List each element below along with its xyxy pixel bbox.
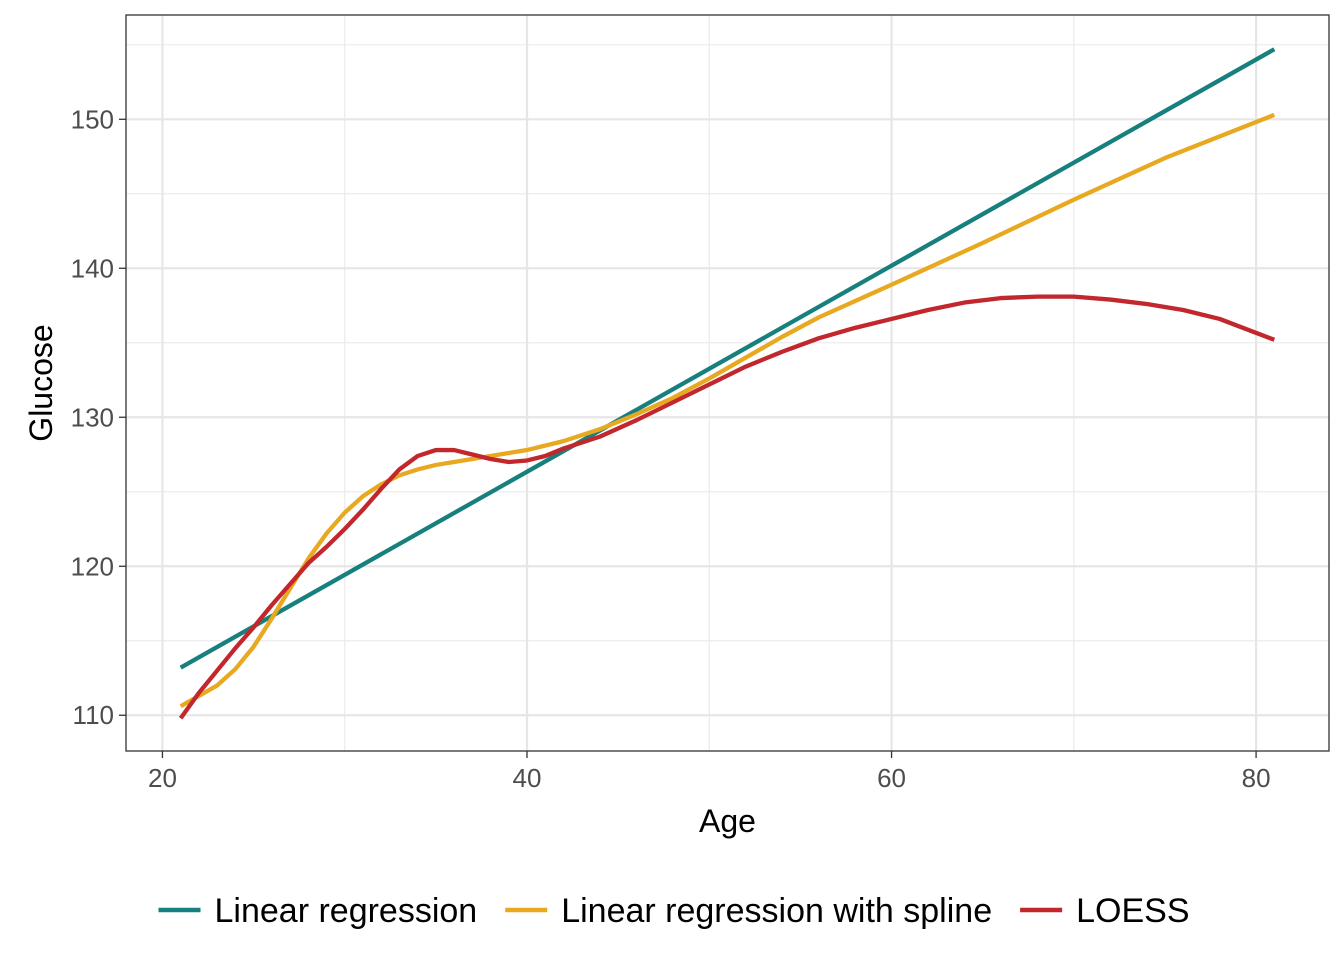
minor-gridlines xyxy=(126,15,1329,751)
legend: Linear regression Linear regression with … xyxy=(158,892,1190,930)
y-tick-label: 120 xyxy=(71,551,114,581)
x-tick-label: 20 xyxy=(148,763,177,793)
y-axis-title: Glucose xyxy=(23,324,59,441)
legend-label-linear-regression-with-spline: Linear regression with spline xyxy=(561,892,992,930)
major-gridlines xyxy=(126,15,1329,751)
x-tick-label: 40 xyxy=(513,763,542,793)
x-tick-label: 60 xyxy=(877,763,906,793)
series-line-loess xyxy=(178,294,1276,720)
legend-item-linear-regression: Linear regression xyxy=(158,892,478,930)
x-axis-ticks: 20 40 60 80 xyxy=(148,751,1271,793)
legend-item-linear-regression-with-spline: Linear regression with spline xyxy=(505,892,992,930)
x-axis-title: Age xyxy=(699,803,756,839)
legend-label-linear-regression: Linear regression xyxy=(215,892,478,930)
x-tick-label: 80 xyxy=(1242,763,1271,793)
y-tick-label: 110 xyxy=(73,700,114,730)
series-lines xyxy=(178,47,1276,720)
plot-panel-border xyxy=(125,14,1330,752)
y-tick-label: 140 xyxy=(71,253,114,283)
legend-label-loess: LOESS xyxy=(1076,892,1189,930)
legend-item-loess: LOESS xyxy=(1020,892,1190,930)
y-tick-label: 150 xyxy=(71,104,114,134)
y-axis-ticks: 110 120 130 140 150 xyxy=(71,104,126,730)
y-tick-label: 130 xyxy=(71,402,114,432)
series-line-linear-regression xyxy=(179,47,1276,670)
